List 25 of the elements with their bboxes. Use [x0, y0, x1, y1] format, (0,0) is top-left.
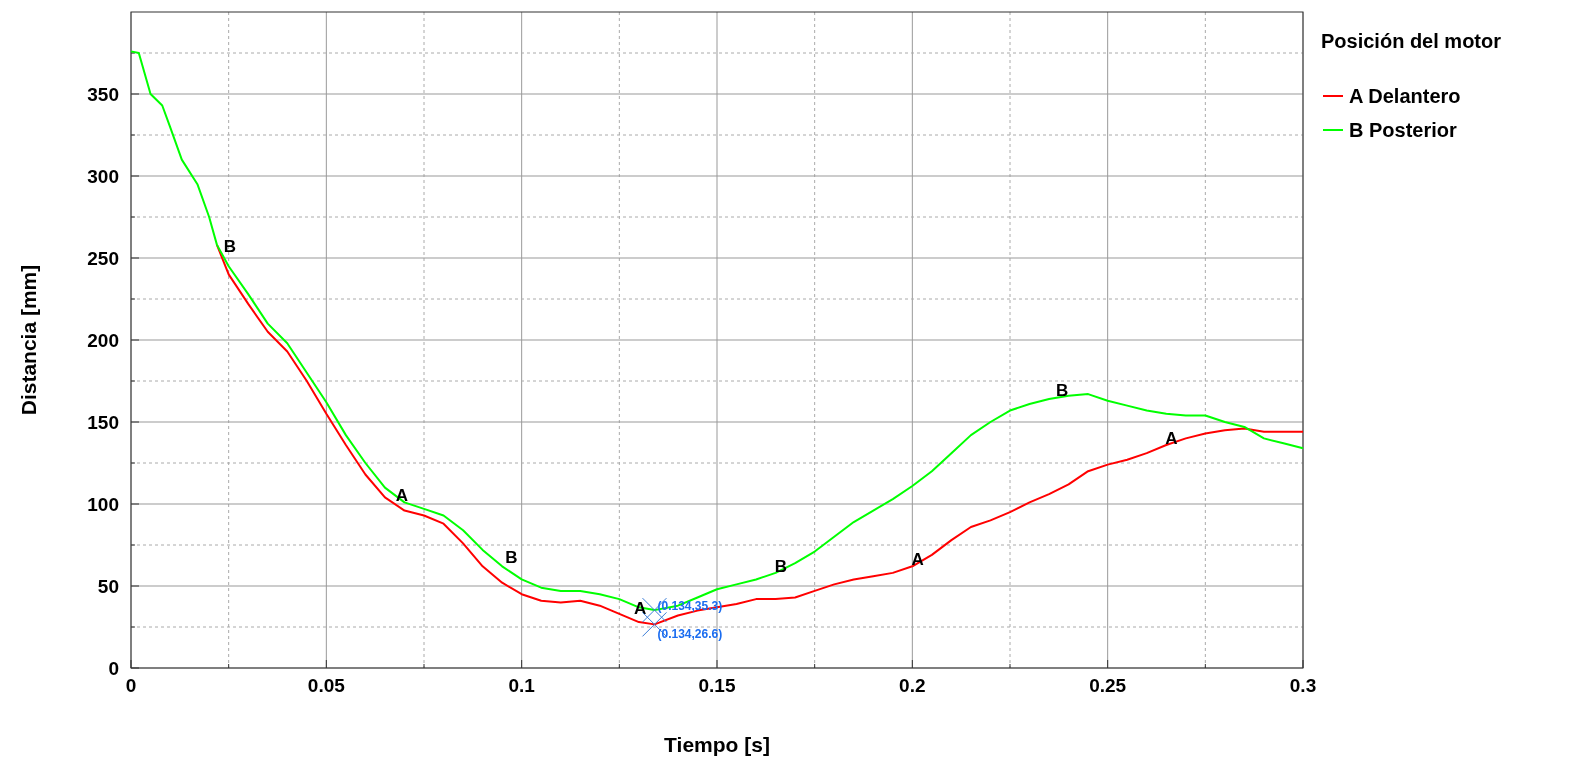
x-tick-label: 0.1 — [508, 675, 536, 696]
y-tick-label: 300 — [87, 166, 119, 187]
x-tick-label: 0.15 — [698, 675, 736, 696]
y-axis-title: Distancia [mm] — [17, 264, 40, 416]
x-tick-label: 0.05 — [307, 675, 346, 696]
legend-title: Posición del motor — [1321, 30, 1502, 52]
x-tick-label: 0.3 — [1289, 675, 1317, 696]
annotation: (0.134,26.6) — [657, 627, 723, 642]
y-tick-label: 350 — [87, 84, 119, 105]
y-tick-label: 50 — [97, 576, 119, 597]
annotation: B — [505, 548, 518, 568]
y-tick-label: 0 — [108, 658, 119, 679]
x-axis-title: Tiempo [s] — [664, 733, 770, 756]
x-tick-label: 0 — [125, 675, 137, 696]
legend-label: A Delantero — [1349, 85, 1461, 107]
annotation: B — [1055, 381, 1069, 401]
annotation: B — [223, 236, 237, 256]
x-tick-label: 0.2 — [899, 675, 926, 696]
y-tick-label: 250 — [87, 248, 119, 269]
x-tick-label: 0.25 — [1089, 675, 1127, 696]
annotation: A — [1165, 428, 1178, 448]
y-tick-label: 100 — [87, 494, 119, 515]
y-tick-label: 200 — [87, 330, 119, 351]
y-tick-label: 150 — [87, 412, 119, 433]
legend-label: B Posterior — [1349, 119, 1458, 141]
